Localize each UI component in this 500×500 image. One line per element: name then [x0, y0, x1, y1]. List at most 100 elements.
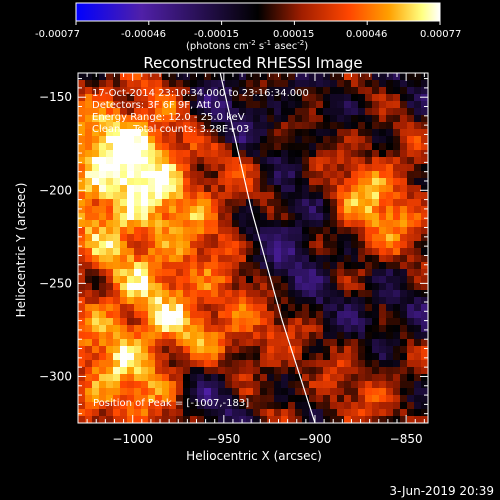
heatmap-cell: [260, 213, 268, 221]
heatmap-cell: [372, 367, 380, 375]
heatmap-cell: [365, 164, 373, 172]
heatmap-cell: [260, 416, 268, 423]
heatmap-cell: [141, 108, 149, 116]
heatmap-cell: [260, 409, 268, 417]
heatmap-cell: [211, 276, 219, 284]
heatmap-cell: [407, 311, 415, 319]
heatmap-cell: [309, 80, 317, 88]
heatmap-cell: [365, 325, 373, 333]
heatmap-cell: [323, 360, 331, 368]
heatmap-cell: [225, 360, 233, 368]
heatmap-cell: [365, 388, 373, 396]
heatmap-cell: [379, 248, 387, 256]
heatmap-cell: [155, 143, 163, 151]
heatmap-cell: [204, 297, 212, 305]
heatmap-cell: [78, 178, 86, 186]
heatmap-cell: [400, 339, 408, 347]
heatmap-cell: [365, 269, 373, 277]
heatmap-cell: [225, 122, 233, 130]
heatmap-cell: [386, 360, 394, 368]
heatmap-cell: [85, 332, 93, 340]
heatmap-cell: [274, 80, 282, 88]
heatmap-cell: [92, 213, 100, 221]
heatmap-cell: [309, 171, 317, 179]
heatmap-cell: [351, 164, 359, 172]
heatmap-cell: [106, 402, 114, 410]
heatmap-cell: [323, 332, 331, 340]
heatmap-cell: [407, 409, 415, 417]
heatmap-cell: [274, 367, 282, 375]
heatmap-cell: [330, 129, 338, 137]
heatmap-cell: [127, 164, 135, 172]
heatmap-cell: [407, 136, 415, 144]
heatmap-cell: [414, 339, 422, 347]
heatmap-cell: [267, 248, 275, 256]
heatmap-cell: [120, 94, 128, 102]
heatmap-cell: [421, 94, 428, 102]
heatmap-cell: [414, 234, 422, 242]
heatmap-cell: [421, 108, 428, 116]
heatmap-cell: [302, 388, 310, 396]
heatmap-cell: [162, 381, 170, 389]
heatmap-cell: [288, 164, 296, 172]
heatmap-cell: [239, 108, 247, 116]
y-tick-labels: −150−200−250−300: [39, 90, 72, 383]
heatmap-cell: [309, 101, 317, 109]
heatmap-cell: [281, 332, 289, 340]
heatmap-cell: [127, 178, 135, 186]
heatmap-cell: [267, 241, 275, 249]
heatmap-cell: [225, 367, 233, 375]
heatmap-cell: [85, 115, 93, 123]
heatmap-cell: [85, 255, 93, 263]
heatmap-cell: [239, 283, 247, 291]
heatmap-cell: [204, 122, 212, 130]
heatmap-cell: [92, 192, 100, 200]
heatmap-cell: [85, 73, 93, 81]
heatmap-cell: [218, 304, 226, 312]
heatmap-cell: [295, 416, 303, 423]
heatmap-cell: [211, 381, 219, 389]
heatmap-cell: [337, 94, 345, 102]
heatmap-cell: [155, 388, 163, 396]
heatmap-cell: [358, 213, 366, 221]
heatmap-cell: [190, 241, 198, 249]
heatmap-cell: [183, 101, 191, 109]
heatmap-cell: [351, 87, 359, 95]
heatmap-cell: [323, 248, 331, 256]
colorbar-tick-labels: -0.00077 -0.00046 -0.00015 0.00015 0.000…: [35, 29, 461, 40]
heatmap-cell: [372, 325, 380, 333]
heatmap-cell: [239, 241, 247, 249]
heatmap-cell: [141, 332, 149, 340]
heatmap-cell: [330, 157, 338, 165]
heatmap-cell: [414, 80, 422, 88]
heatmap-cell: [309, 381, 317, 389]
heatmap-cell: [197, 318, 205, 326]
heatmap-cell: [85, 283, 93, 291]
heatmap-cell: [372, 178, 380, 186]
heatmap-cell: [386, 346, 394, 354]
heatmap-cell: [316, 339, 324, 347]
heatmap-cell: [148, 157, 156, 165]
heatmap-cell: [344, 367, 352, 375]
heatmap-cell: [386, 262, 394, 270]
heatmap-cell: [330, 269, 338, 277]
heatmap-cell: [85, 311, 93, 319]
heatmap-cell: [232, 227, 240, 235]
heatmap-cell: [393, 136, 401, 144]
heatmap-cell: [92, 122, 100, 130]
heatmap-cell: [148, 234, 156, 242]
heatmap-cell: [260, 185, 268, 193]
heatmap-cell: [162, 311, 170, 319]
heatmap-cell: [351, 122, 359, 130]
heatmap-cell: [78, 164, 86, 172]
heatmap-cell: [176, 171, 184, 179]
heatmap-cell: [379, 367, 387, 375]
heatmap-cell: [113, 80, 121, 88]
heatmap-cell: [386, 409, 394, 417]
heatmap-cell: [414, 206, 422, 214]
heatmap-cell: [316, 416, 324, 423]
colorbar-tick-label: -0.00077: [35, 29, 80, 40]
heatmap-cell: [246, 332, 254, 340]
heatmap-cell: [288, 416, 296, 423]
heatmap-cell: [148, 87, 156, 95]
